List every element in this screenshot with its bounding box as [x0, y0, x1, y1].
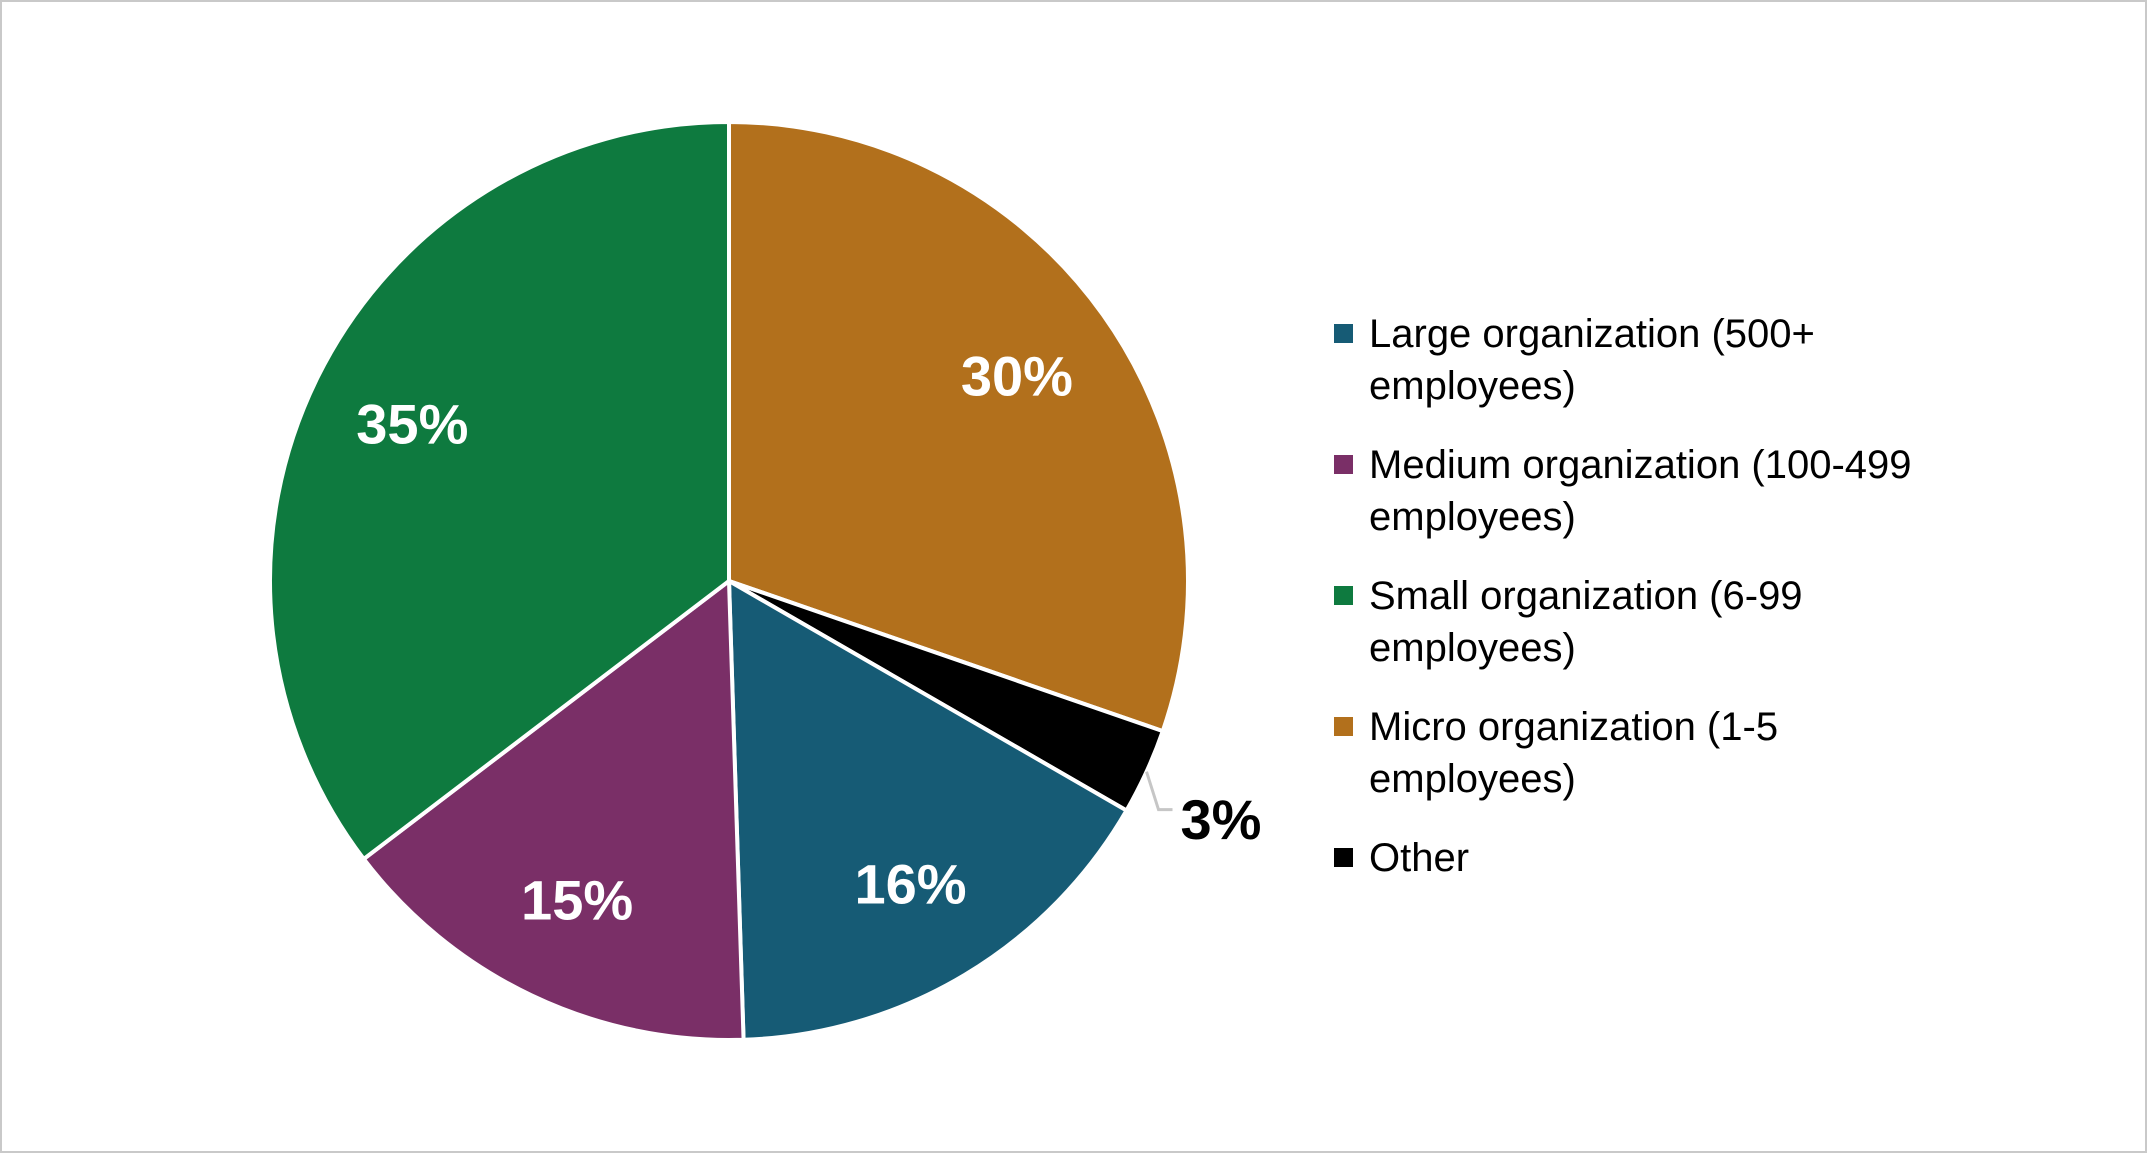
legend-marker-micro-organization-1-5-employees	[1334, 717, 1353, 736]
legend-item-micro-organization-1-5-employees: Micro organization (1-5 employees)	[1334, 701, 1924, 805]
slice-label-other: 3%	[1181, 788, 1262, 851]
legend-marker-medium-organization-100-499-employees	[1334, 455, 1353, 474]
pie-slice-micro-organization-1-5-employees	[727, 120, 1190, 734]
legend-marker-small-organization-6-99-employees	[1334, 586, 1353, 605]
pie-slice-large-organization-500-employees	[727, 579, 1129, 1042]
legend-item-small-organization-6-99-employees: Small organization (6-99 employees)	[1334, 570, 1924, 674]
slice-label-micro-organization-1-5-employees: 30%	[961, 344, 1073, 407]
legend-label: Other	[1369, 836, 1470, 880]
legend-label: Small organization (6-99 employees)	[1369, 574, 1803, 670]
slice-label-medium-organization-100-499-employees: 15%	[521, 869, 633, 932]
legend-marker-large-organization-500-employees	[1334, 324, 1353, 343]
pie-slice-small-organization-6-99-employees	[267, 120, 731, 861]
slice-label-small-organization-6-99-employees: 35%	[356, 393, 468, 456]
legend-label: Micro organization (1-5 employees)	[1369, 705, 1779, 801]
legend-marker-other	[1334, 848, 1353, 867]
legend-label: Large organization (500+ employees)	[1369, 312, 1815, 408]
legend-item-medium-organization-100-499-employees: Medium organization (100-499 employees)	[1334, 439, 1924, 543]
legend-label: Medium organization (100-499 employees)	[1369, 443, 1912, 539]
leader-line-other	[1145, 771, 1173, 812]
slice-label-large-organization-500-employees: 16%	[855, 853, 967, 916]
chart-legend: Large organization (500+ employees) Mediu…	[1334, 308, 1924, 884]
legend-item-other: Other	[1334, 832, 1924, 884]
legend-item-large-organization-500-employees: Large organization (500+ employees)	[1334, 308, 1924, 412]
pie-slice-medium-organization-100-499-employees	[361, 579, 746, 1042]
